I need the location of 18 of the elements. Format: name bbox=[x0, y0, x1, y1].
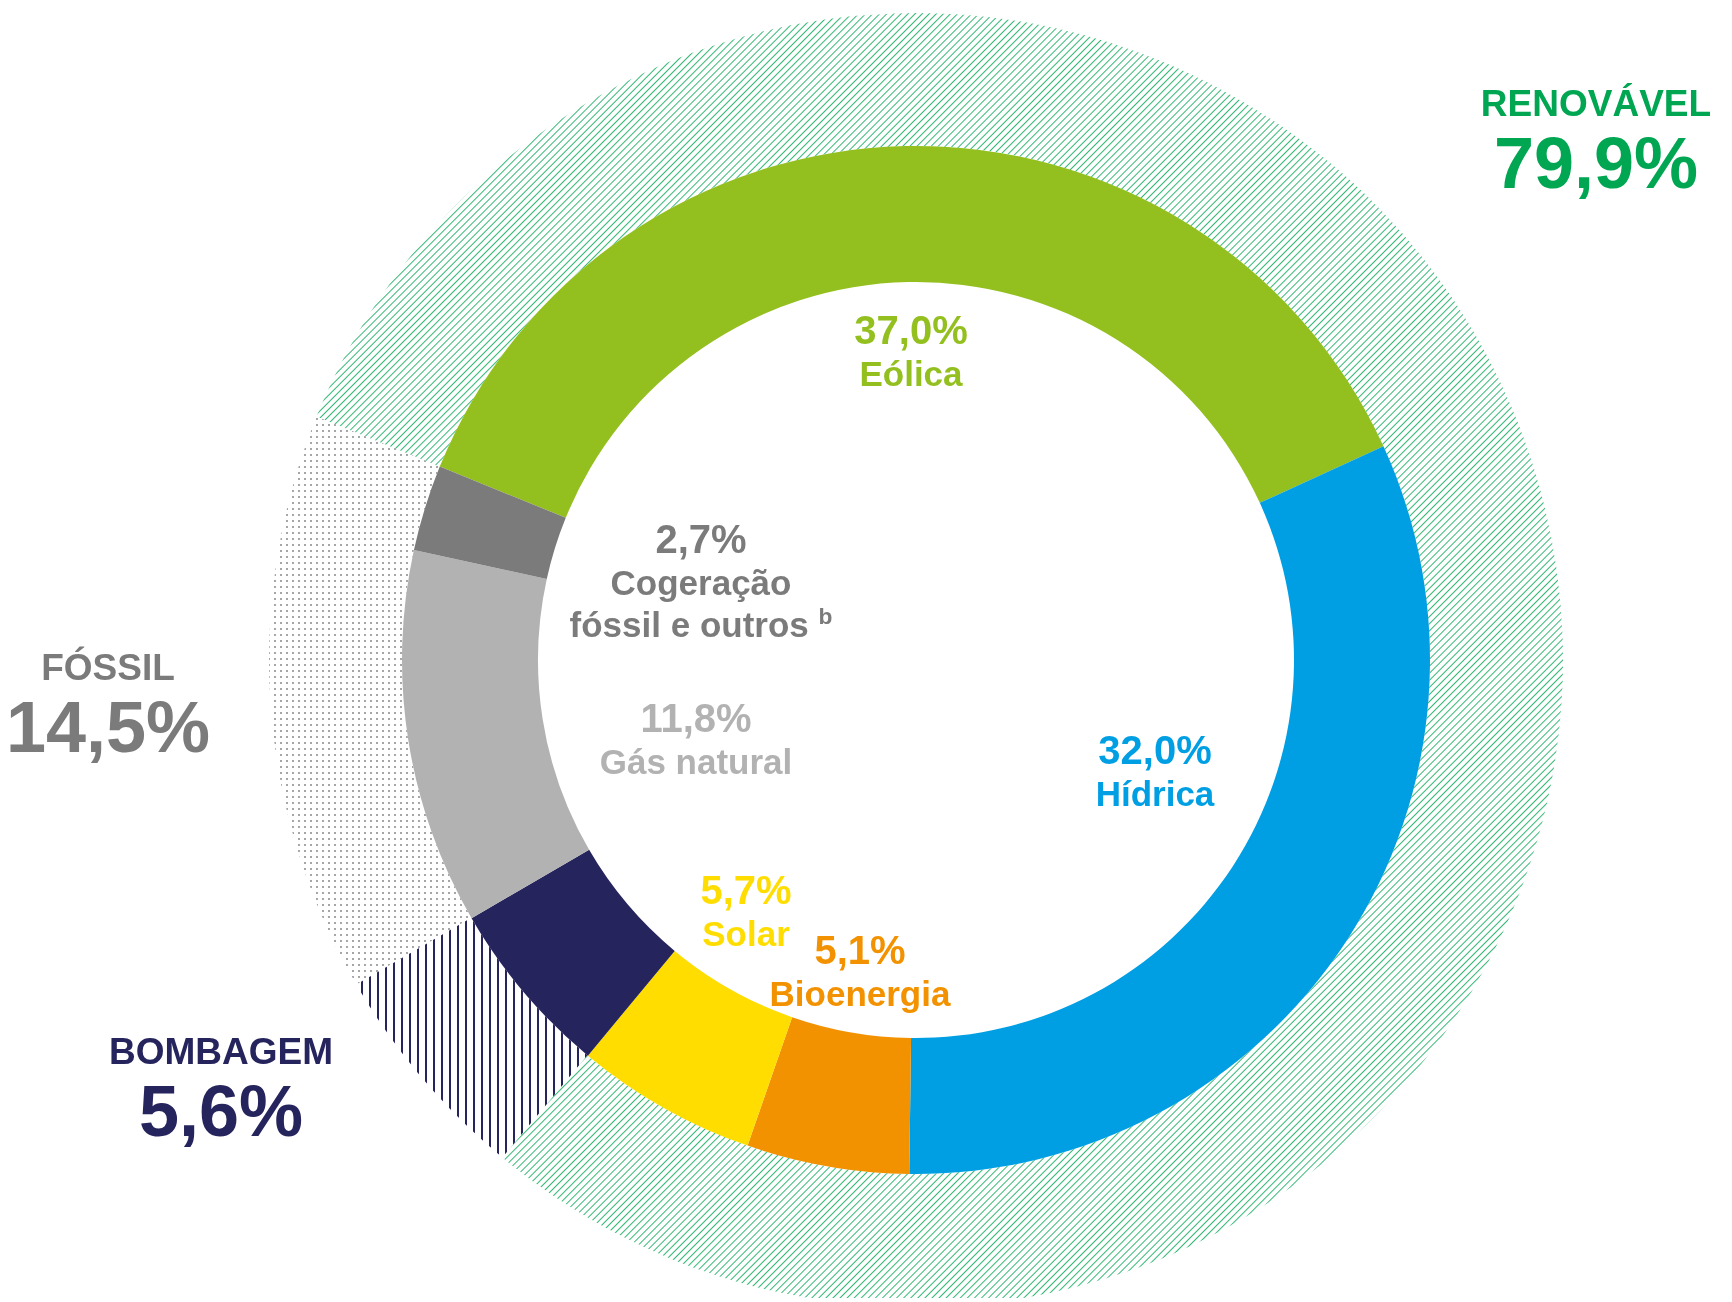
slice-label: Bioenergia bbox=[769, 974, 951, 1013]
data-label: 5,1% bbox=[814, 928, 906, 972]
data-label: 14,5% bbox=[5, 687, 211, 767]
data-label: 37,0% bbox=[854, 308, 968, 352]
slice-label: Cogeração fóssil e outros $^{b}$ bbox=[569, 563, 833, 644]
data-label: 32,0% bbox=[1098, 728, 1212, 772]
data-label: 5,7% bbox=[700, 868, 792, 912]
slice-label: Hídrica bbox=[1095, 774, 1215, 813]
data-label: 5,6% bbox=[138, 1071, 304, 1151]
slice-label: FÓSSIL bbox=[41, 646, 175, 688]
slice-label: RENOVÁVEL bbox=[1480, 83, 1712, 124]
data-label: 11,8% bbox=[640, 696, 752, 740]
data-label: 2,7% bbox=[655, 517, 747, 561]
slice-label: BOMBAGEM bbox=[108, 1031, 334, 1072]
data-label: 79,9% bbox=[1493, 123, 1699, 203]
slice-label: Solar bbox=[702, 914, 791, 953]
slice-label: Eólica bbox=[859, 354, 964, 393]
slice-label: Gás natural bbox=[599, 742, 793, 781]
